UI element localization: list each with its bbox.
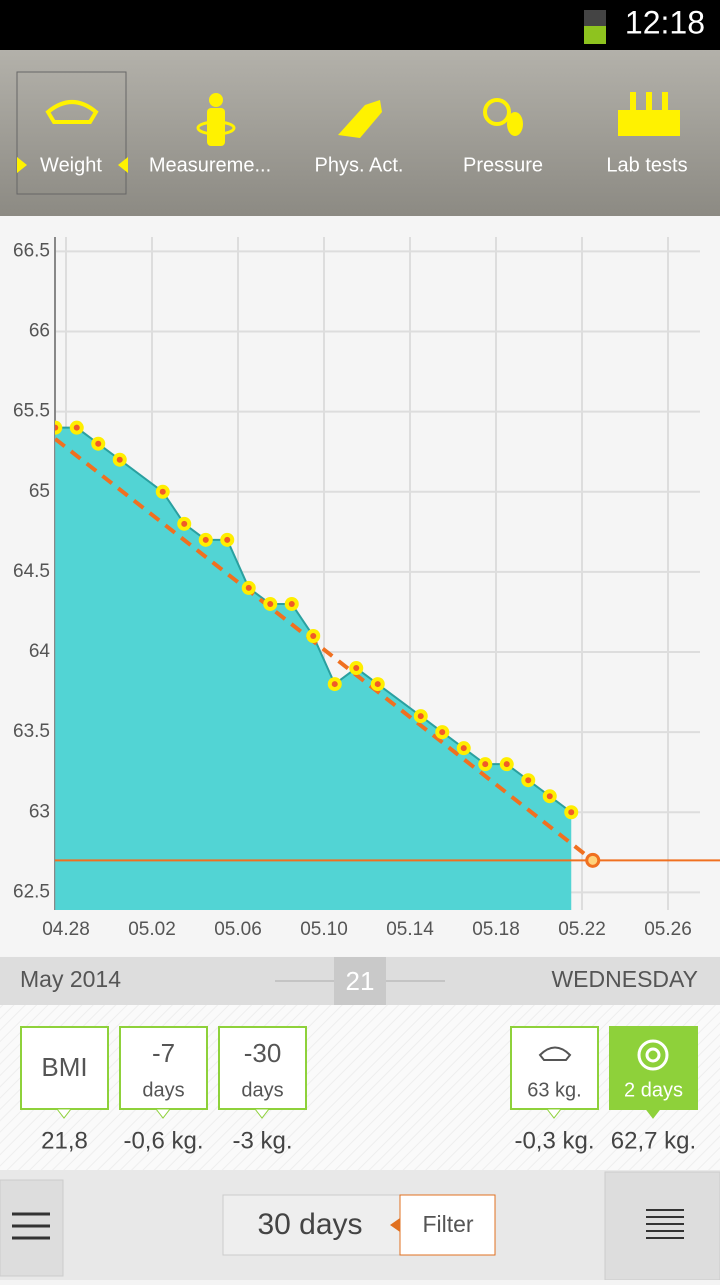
- tab-label[interactable]: Weight: [40, 154, 102, 176]
- y-tick-label: 64: [29, 641, 51, 662]
- y-tick-label: 65: [29, 481, 50, 502]
- card-pointer: [154, 1108, 172, 1119]
- menu-button[interactable]: [0, 1179, 64, 1277]
- x-tick-label: 05.10: [300, 919, 348, 940]
- tab-label[interactable]: Measureme...: [149, 154, 271, 176]
- point-center: [439, 729, 446, 736]
- list-button[interactable]: [604, 1171, 720, 1281]
- point-center: [568, 809, 575, 816]
- tab-icons: [17, 92, 680, 173]
- point-center: [116, 456, 123, 463]
- point-center: [353, 665, 360, 672]
- card-pointer: [644, 1108, 662, 1119]
- x-tick-label: 04.28: [42, 919, 90, 940]
- card-subtitle: 63 kg.: [527, 1079, 581, 1101]
- card-value: 62,7 kg.: [611, 1127, 696, 1154]
- card[interactable]: [510, 1026, 599, 1110]
- target-icon-inner: [645, 1047, 661, 1063]
- weekday: WEDNESDAY: [551, 966, 698, 992]
- point-center: [159, 488, 166, 495]
- point-center: [95, 440, 102, 447]
- card-value: -0,6 kg.: [123, 1127, 203, 1154]
- point-center: [73, 424, 80, 431]
- period-button[interactable]: [222, 1194, 404, 1256]
- card-value: 21,8: [41, 1127, 88, 1154]
- card-value: -0,3 kg.: [514, 1127, 594, 1154]
- card-subtitle: days: [241, 1079, 283, 1101]
- point-center: [267, 600, 274, 607]
- card-subtitle: 2 days: [624, 1079, 683, 1101]
- list-icon: [646, 1209, 684, 1239]
- point-center: [460, 745, 467, 752]
- day: 21: [346, 966, 375, 996]
- card-pointer: [253, 1108, 271, 1119]
- y-tick-label: 64.5: [13, 561, 50, 582]
- card[interactable]: [218, 1026, 307, 1110]
- card-title: BMI: [41, 1052, 87, 1082]
- trend-line: [55, 437, 594, 862]
- point-center: [374, 681, 381, 688]
- y-tick-label: 66: [29, 321, 50, 342]
- battery-level: [584, 26, 606, 44]
- goal-point: [585, 852, 601, 868]
- card[interactable]: [20, 1026, 109, 1110]
- point-center: [181, 520, 188, 527]
- filter-button[interactable]: [399, 1194, 496, 1256]
- point-center: [331, 681, 338, 688]
- x-tick-label: 05.18: [472, 919, 520, 940]
- area: [55, 427, 572, 910]
- point-center: [55, 424, 59, 431]
- x-tick-label: 05.22: [558, 919, 606, 940]
- card[interactable]: [119, 1026, 208, 1110]
- tab-label[interactable]: Pressure: [463, 154, 543, 176]
- menu-icon: [12, 1212, 50, 1240]
- point-center: [525, 777, 532, 784]
- x-tick-label: 05.06: [214, 919, 262, 940]
- card-title: -7: [152, 1038, 175, 1068]
- clock: 12:18: [625, 4, 705, 40]
- target-icon: [637, 1039, 669, 1071]
- x-tick-label: 05.02: [128, 919, 176, 940]
- card-value: -3 kg.: [232, 1127, 292, 1154]
- card-pointer: [55, 1108, 73, 1119]
- point-center: [482, 761, 489, 768]
- point: [55, 420, 63, 435]
- tab-label[interactable]: Lab tests: [606, 154, 687, 176]
- scale-icon: [538, 1046, 572, 1061]
- point-center: [245, 584, 252, 591]
- day-box: [334, 957, 386, 1005]
- status-bar: [0, 0, 720, 50]
- point-center: [224, 536, 231, 543]
- card-title: -30: [244, 1038, 282, 1068]
- tab-label[interactable]: Phys. Act.: [315, 154, 404, 176]
- point-center: [546, 793, 553, 800]
- card-pointer: [545, 1108, 563, 1119]
- tab-selected[interactable]: [16, 71, 127, 195]
- card-subtitle: days: [142, 1079, 184, 1101]
- point-center: [202, 536, 209, 543]
- period: 30 days: [257, 1208, 362, 1241]
- x-tick-label: 05.14: [386, 919, 434, 940]
- x-tick-label: 05.26: [644, 919, 692, 940]
- point-center: [310, 632, 317, 639]
- y-tick-label: 66.5: [13, 240, 50, 261]
- month: May 2014: [20, 966, 121, 992]
- filter: Filter: [422, 1211, 473, 1237]
- point-center: [417, 713, 424, 720]
- y-tick-label: 65.5: [13, 401, 50, 422]
- point-center: [288, 600, 295, 607]
- filter-arrow: [390, 1218, 400, 1232]
- y-tick-label: 62.5: [13, 881, 50, 902]
- y-tick-label: 63: [29, 801, 50, 822]
- y-tick-label: 63.5: [13, 721, 50, 742]
- point-center: [503, 761, 510, 768]
